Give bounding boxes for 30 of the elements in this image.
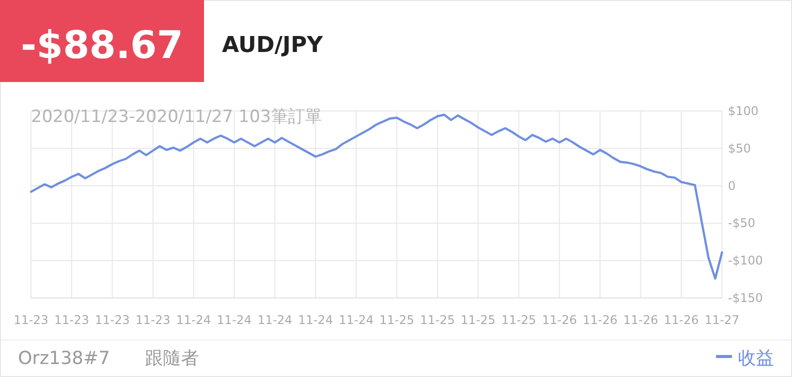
x-tick-label: 11-25 — [379, 313, 414, 327]
x-tick-label: 11-27 — [704, 313, 740, 327]
y-tick-label: -$50 — [728, 216, 756, 230]
text: Orz138#7 — [18, 348, 110, 369]
x-tick-label: 11-26 — [542, 313, 577, 327]
y-tick-label: -$150 — [728, 291, 763, 305]
y-tick-label: $100 — [728, 104, 759, 118]
x-tick-label: 11-25 — [501, 313, 536, 327]
chart-subtitle: 2020/11/23-2020/11/27 103筆訂單 — [31, 107, 322, 127]
y-tick-label: 0 — [728, 178, 736, 193]
x-tick-label: 11-25 — [420, 313, 455, 327]
x-tick-label: 11-24 — [298, 313, 333, 327]
y-tick-label: -$100 — [728, 254, 763, 268]
x-tick-label: 11-24 — [338, 313, 374, 327]
x-tick-label: 11-26 — [623, 313, 658, 327]
x-tick-label: 11-24 — [176, 313, 212, 327]
text: -$88.67 — [20, 23, 184, 67]
x-tick-label: 11-26 — [664, 313, 699, 327]
x-tick-label: 11-25 — [460, 313, 496, 327]
text: 跟隨者 — [145, 348, 199, 369]
x-tick-label: 11-23 — [14, 313, 48, 327]
x-tick-label: 11-23 — [94, 313, 130, 327]
x-tick-label: 11-24 — [216, 313, 252, 327]
x-tick-label: 11-23 — [136, 313, 170, 327]
x-tick-label: 11-23 — [54, 313, 90, 327]
legend-label: 收益 — [738, 348, 774, 369]
x-tick-label: 11-26 — [582, 313, 618, 327]
y-tick-label: $50 — [728, 141, 751, 156]
chart-title: AUD/JPY — [222, 33, 324, 58]
x-tick-label: 11-24 — [257, 313, 292, 327]
